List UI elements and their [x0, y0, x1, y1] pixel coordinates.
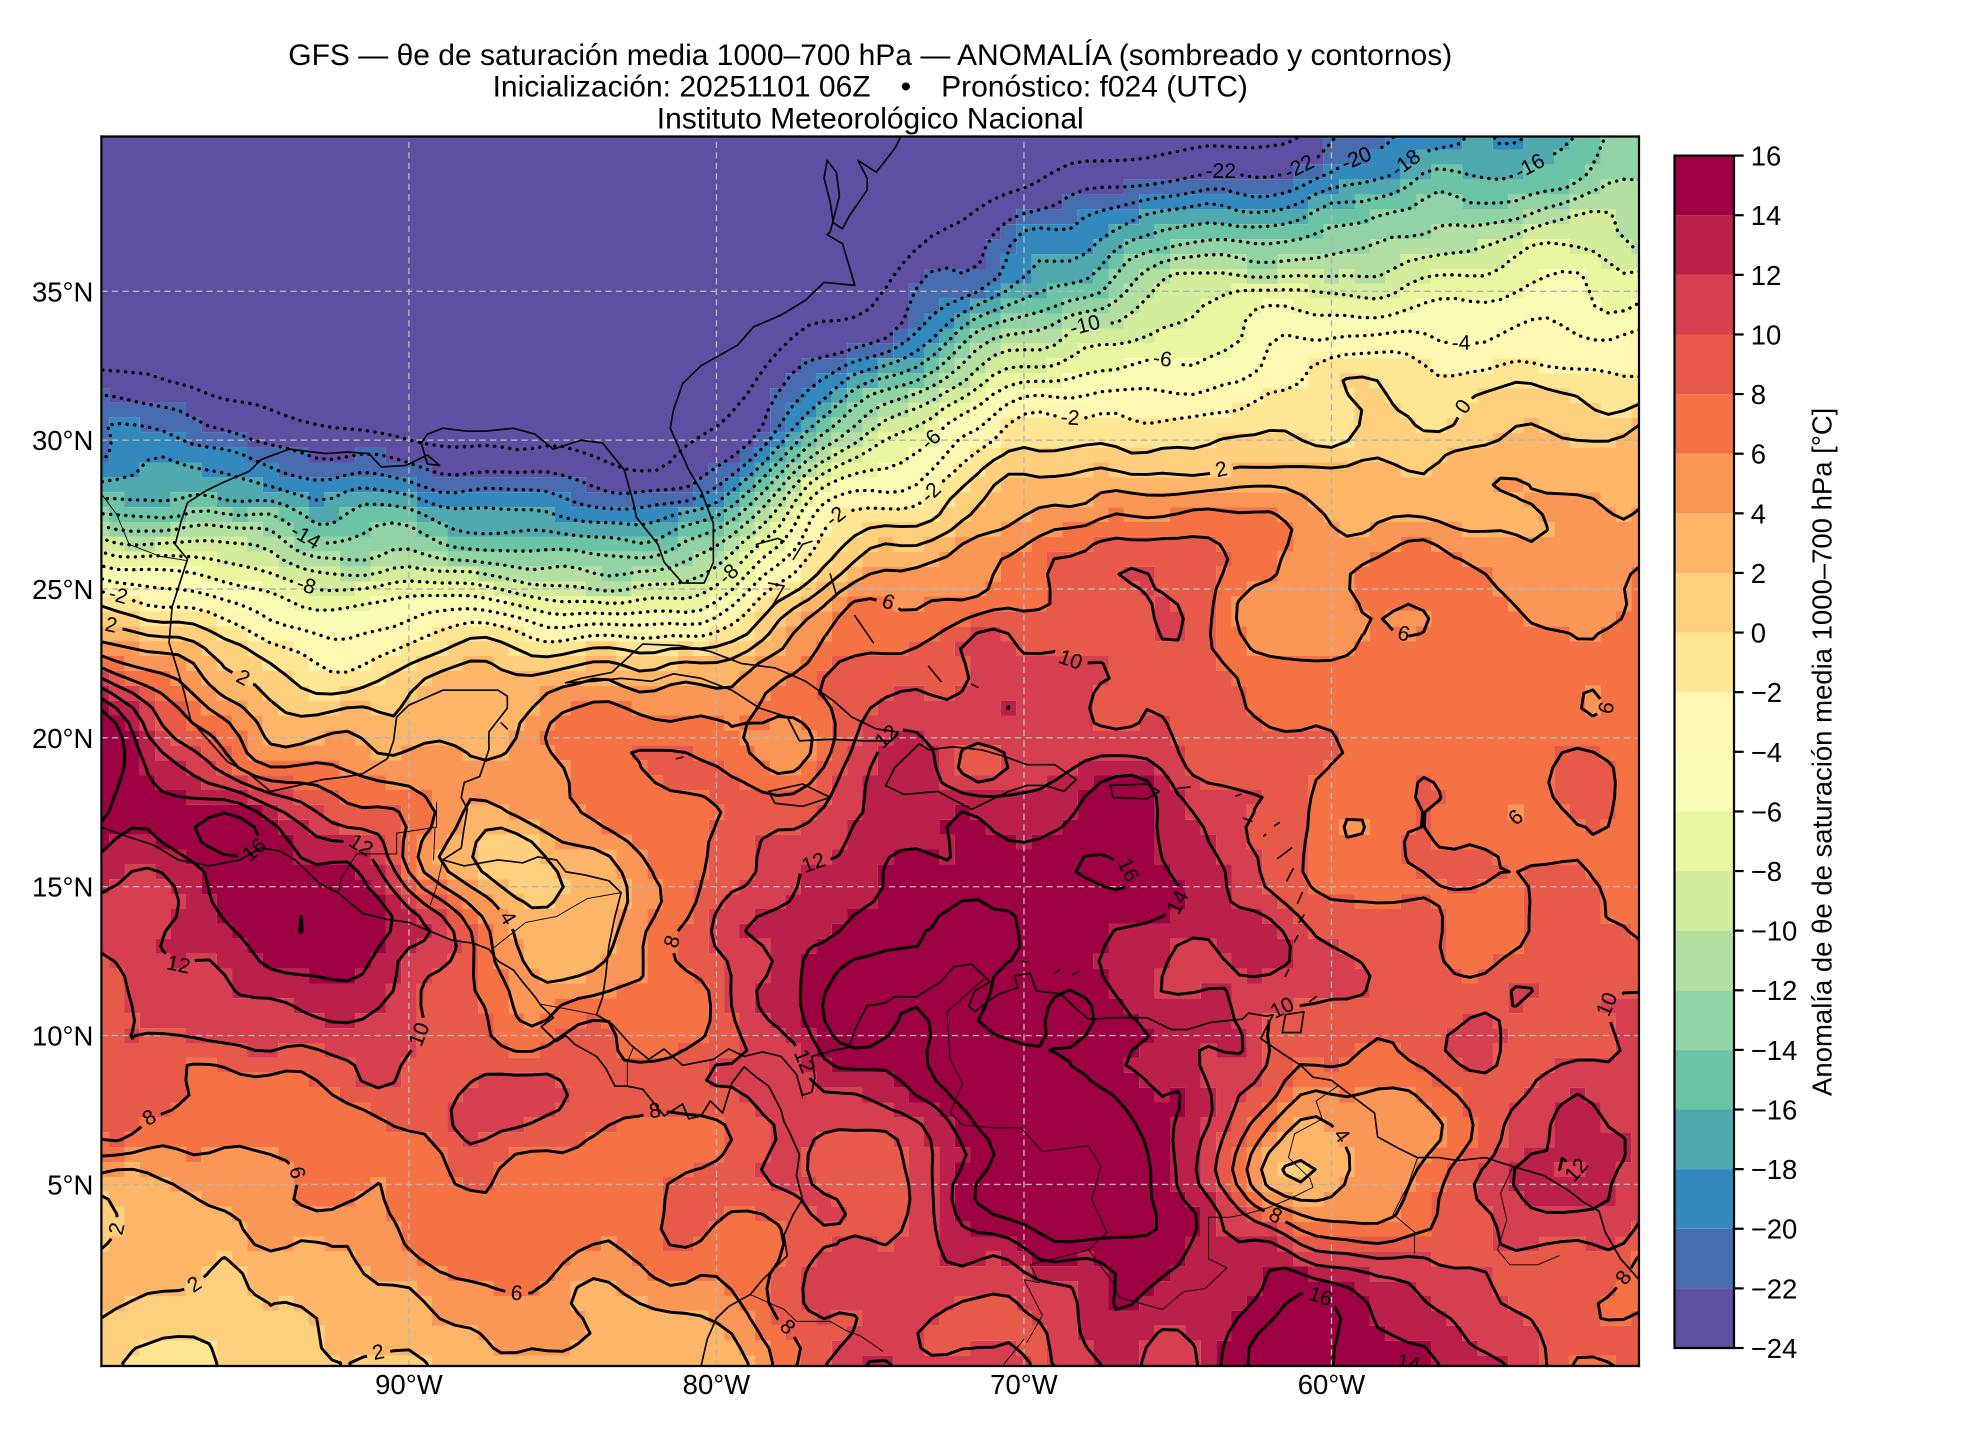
- svg-text:2: 2: [103, 613, 119, 638]
- svg-text:4: 4: [1751, 498, 1766, 529]
- svg-text:GFS — θe de saturación media 1: GFS — θe de saturación media 1000–700 hP…: [288, 39, 1452, 72]
- svg-text:25°N: 25°N: [32, 574, 93, 605]
- svg-text:0: 0: [1751, 618, 1766, 649]
- svg-text:35°N: 35°N: [32, 276, 93, 307]
- svg-text:Anomalía de θe de saturación m: Anomalía de θe de saturación media 1000–…: [1807, 408, 1838, 1096]
- svg-text:6: 6: [1594, 700, 1619, 716]
- svg-text:6: 6: [1395, 621, 1412, 646]
- svg-text:5°N: 5°N: [47, 1169, 93, 1200]
- svg-text:−16: −16: [1751, 1094, 1798, 1125]
- svg-text:12: 12: [1751, 260, 1782, 291]
- svg-text:60°W: 60°W: [1298, 1369, 1366, 1400]
- svg-text:80°W: 80°W: [683, 1369, 751, 1400]
- svg-text:10°N: 10°N: [32, 1021, 93, 1052]
- svg-text:Inicialización: 20251101 06Z: Inicialización: 20251101 06Z • Pronóstic…: [493, 71, 1248, 104]
- svg-text:20°N: 20°N: [32, 723, 93, 754]
- svg-text:8: 8: [648, 1099, 662, 1123]
- svg-text:2: 2: [1213, 457, 1229, 482]
- svg-text:15°N: 15°N: [32, 872, 93, 903]
- svg-text:14: 14: [1395, 1350, 1423, 1377]
- svg-text:−2: −2: [1751, 677, 1782, 708]
- svg-text:−4: −4: [1751, 737, 1782, 768]
- svg-text:70°W: 70°W: [990, 1369, 1058, 1400]
- svg-text:6: 6: [510, 1282, 523, 1306]
- svg-text:-22: -22: [1206, 160, 1237, 183]
- svg-text:−8: −8: [1751, 856, 1782, 887]
- svg-text:12: 12: [165, 951, 193, 978]
- svg-text:-4: -4: [1452, 332, 1471, 355]
- svg-text:6: 6: [284, 1164, 309, 1181]
- svg-text:10: 10: [1751, 319, 1782, 350]
- svg-text:6: 6: [1751, 439, 1766, 470]
- svg-text:−14: −14: [1751, 1035, 1798, 1066]
- svg-text:2: 2: [370, 1340, 386, 1365]
- svg-text:90°W: 90°W: [375, 1369, 443, 1400]
- svg-text:−12: −12: [1751, 975, 1798, 1006]
- svg-text:16: 16: [1751, 141, 1782, 172]
- svg-text:−10: −10: [1751, 916, 1798, 947]
- svg-text:-6: -6: [1152, 347, 1174, 372]
- svg-text:2: 2: [1751, 558, 1766, 589]
- svg-text:14: 14: [1751, 200, 1782, 231]
- svg-text:−20: −20: [1751, 1214, 1798, 1245]
- svg-text:Instituto Meteorológico Nacion: Instituto Meteorológico Nacional: [657, 103, 1084, 136]
- svg-text:8: 8: [1751, 379, 1766, 410]
- svg-text:−18: −18: [1751, 1154, 1798, 1185]
- svg-text:30°N: 30°N: [32, 425, 93, 456]
- svg-text:2: 2: [104, 1220, 129, 1237]
- svg-text:−24: −24: [1751, 1333, 1798, 1364]
- svg-text:−6: −6: [1751, 796, 1782, 827]
- svg-text:−22: −22: [1751, 1273, 1798, 1304]
- svg-text:-2: -2: [1060, 406, 1080, 430]
